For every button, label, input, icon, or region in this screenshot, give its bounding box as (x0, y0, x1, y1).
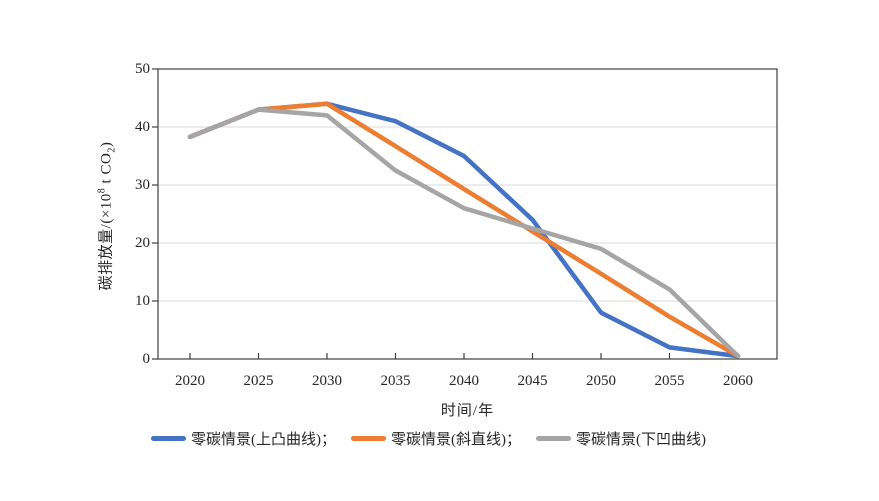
series-line-1 (187, 101, 741, 359)
y-axis-title: 碳排放量/(×108 t CO2) (95, 142, 118, 291)
legend-label: 零碳情景(上凸曲线)； (191, 432, 336, 448)
y-tick-label: 30 (135, 177, 150, 193)
y-tick-label: 20 (135, 235, 150, 251)
x-tick-label: 2035 (380, 373, 411, 389)
y-tick-label: 40 (135, 119, 150, 135)
legend-label: 零碳情景(下凹曲线) (576, 432, 706, 448)
y-axis-title-superscript: 8 (96, 187, 108, 194)
y-tick-label: 10 (135, 293, 150, 309)
legend-line-swatch (151, 436, 186, 441)
x-axis-title: 时间/年 (440, 403, 495, 419)
legend-item-1: 零碳情景(斜直线)； (351, 428, 521, 449)
plot-border (157, 68, 778, 360)
legend-label: 零碳情景(斜直线)； (391, 432, 521, 448)
legend-line-swatch (351, 436, 386, 441)
x-tick-label: 2055 (654, 373, 685, 389)
x-tick-label: 2020 (175, 373, 205, 389)
series-line-0 (187, 101, 741, 359)
legend-item-0: 零碳情景(上凸曲线)； (151, 428, 336, 449)
x-tick-label: 2040 (449, 373, 479, 389)
chart-legend: 零碳情景(上凸曲线)； 零碳情景(斜直线)； 零碳情景(下凹曲线) (151, 428, 706, 449)
y-tick-label: 50 (135, 61, 150, 77)
legend-item-2: 零碳情景(下凹曲线) (536, 428, 706, 449)
x-tick-label: 2025 (243, 373, 274, 389)
y-axis-title-suffix: ) (98, 141, 115, 148)
x-tick-label: 2030 (312, 373, 342, 389)
y-axis-title-subscript: 2 (106, 147, 118, 153)
x-tick-label: 2045 (517, 373, 548, 389)
series-line-2 (187, 107, 741, 359)
legend-line-swatch (536, 436, 571, 441)
x-tick-label: 2050 (586, 373, 616, 389)
y-tick-label: 0 (142, 351, 151, 367)
x-tick-label: 2060 (723, 373, 753, 389)
